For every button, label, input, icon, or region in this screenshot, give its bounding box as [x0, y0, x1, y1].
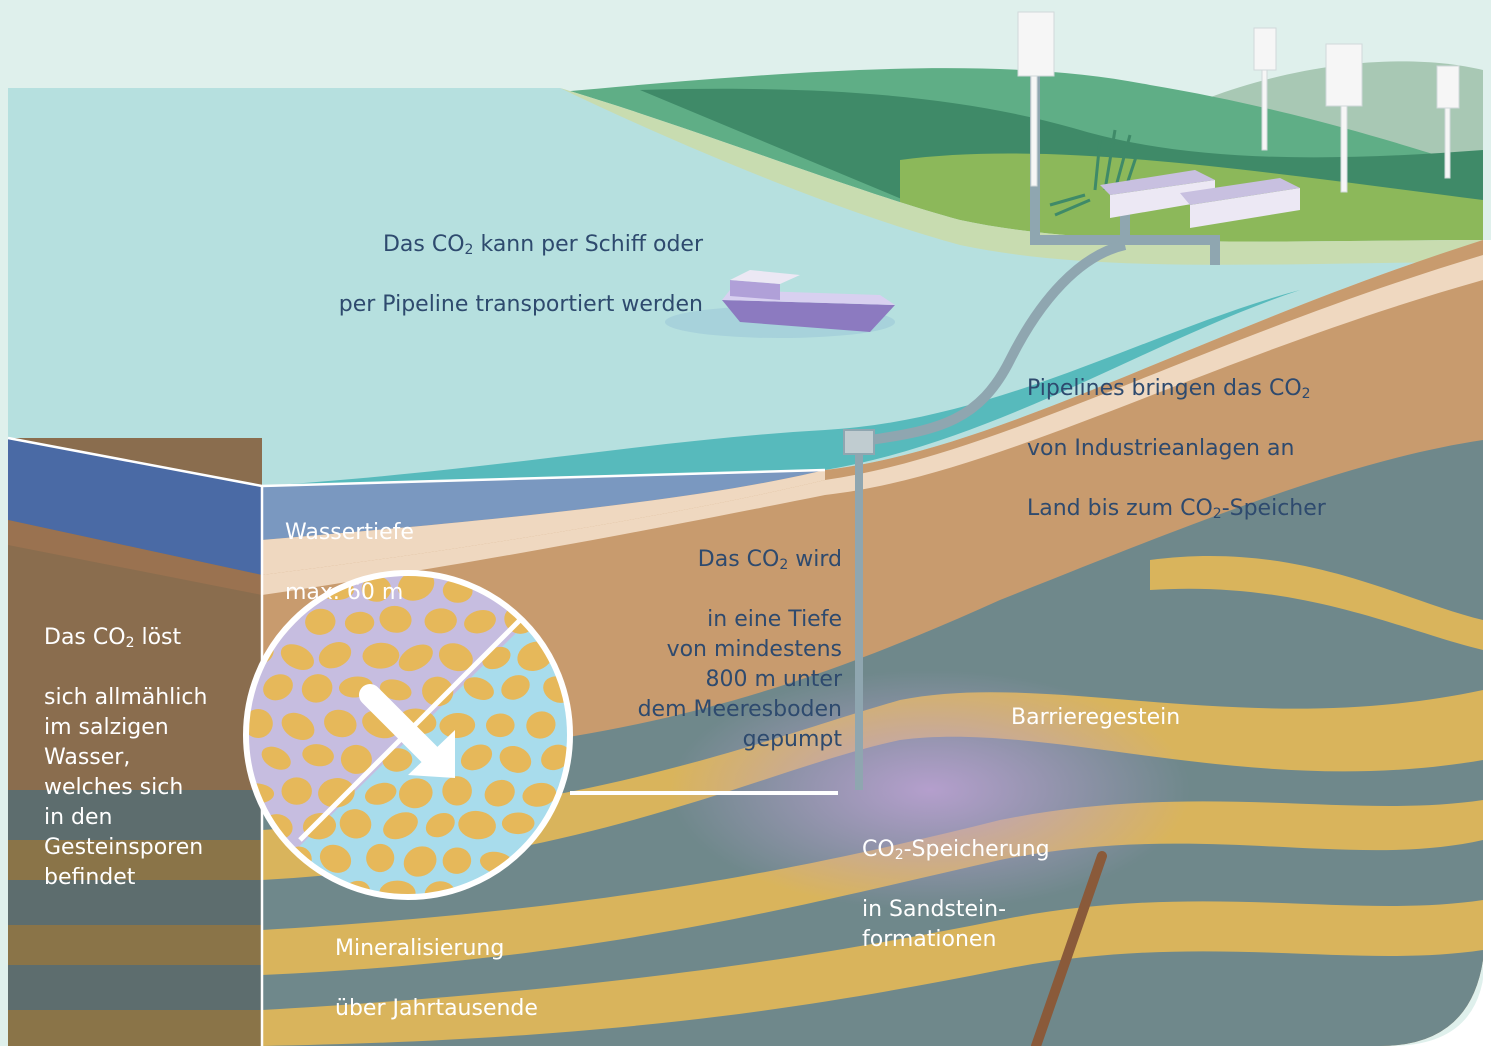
sand-grain — [281, 712, 315, 740]
sand-grain — [438, 643, 473, 672]
sand-grain — [439, 712, 476, 739]
ship-icon — [665, 270, 895, 338]
sand-grain — [305, 608, 336, 635]
label-dissolution: Das CO2 löst sich allmählich im salzigen… — [44, 625, 208, 890]
sand-grain — [318, 642, 352, 669]
label-water-depth: Wassertiefe max. 60 m — [285, 520, 414, 605]
sand-grain — [460, 744, 493, 771]
shallow-water — [262, 290, 1300, 486]
sand-grain — [424, 608, 457, 634]
sand-grain — [398, 644, 433, 672]
sand-grain — [362, 642, 400, 669]
sand-grain — [246, 708, 273, 739]
sand-grain — [302, 813, 337, 840]
sand-grain — [318, 778, 355, 808]
sand-grain — [499, 745, 532, 773]
label-co2-storage: CO2-Speicherung in Sandstein- formatione… — [862, 837, 1050, 952]
sand-grain — [361, 576, 392, 602]
page-corner — [1390, 950, 1491, 1046]
sand-grain — [365, 782, 397, 805]
sand-grain — [383, 812, 418, 840]
sand-grain — [261, 746, 291, 770]
sand-grain — [280, 644, 314, 670]
sand-grain — [397, 573, 435, 601]
sand-grain — [319, 844, 352, 873]
sand-grain — [422, 676, 454, 707]
wind-turbine-icon — [1017, 11, 1460, 193]
sand-grain — [403, 846, 437, 877]
sand-grain — [425, 812, 455, 838]
sand-grain — [263, 674, 293, 701]
coastline-sand — [560, 88, 1483, 265]
sand-grain — [302, 744, 334, 767]
sand-grain — [344, 611, 375, 635]
sand-grain — [458, 810, 496, 840]
industry-building-icon — [1049, 129, 1300, 228]
sand-grain — [442, 847, 472, 874]
fault-line-icon — [1031, 851, 1107, 1046]
sand-grain — [301, 674, 333, 703]
sand-grain — [379, 880, 416, 897]
sand-grain — [281, 777, 312, 805]
sand-grain — [463, 677, 494, 700]
sand-grain — [464, 609, 496, 634]
sand-grain — [486, 713, 515, 738]
sand-grain — [379, 605, 412, 633]
injection-well-icon — [843, 429, 875, 790]
sand-grain — [340, 744, 372, 774]
sand-grain — [324, 709, 357, 738]
subsurface-left-section — [8, 438, 262, 1046]
sand-grain — [541, 744, 570, 771]
sand-grain — [442, 776, 472, 806]
sand-grain — [501, 675, 530, 700]
label-mineralization: Mineralisierung über Jahrtausende — [335, 936, 538, 1021]
sand-grain — [379, 679, 412, 701]
label-pipelines: Pipelines bringen das CO2 von Industriea… — [1027, 376, 1326, 522]
arrow-icon — [359, 684, 455, 778]
sand-grain — [484, 779, 515, 807]
label-transport: Das CO2 kann per Schiff oder per Pipelin… — [338, 232, 703, 317]
sand-grain — [382, 748, 413, 772]
sand-grain — [526, 711, 556, 739]
sand-grain — [522, 782, 557, 807]
sand-grain — [339, 809, 372, 839]
rock-pore-magnifier-icon — [243, 570, 838, 900]
co2-storage-zone — [670, 670, 1190, 910]
sand-grain — [398, 778, 433, 809]
label-barrier-rock: Barrieregestein — [1011, 705, 1181, 730]
label-injection: Das CO2 wird in eine Tiefe von mindesten… — [637, 547, 842, 752]
sand-grain — [501, 812, 535, 835]
sand-grain — [366, 843, 395, 873]
